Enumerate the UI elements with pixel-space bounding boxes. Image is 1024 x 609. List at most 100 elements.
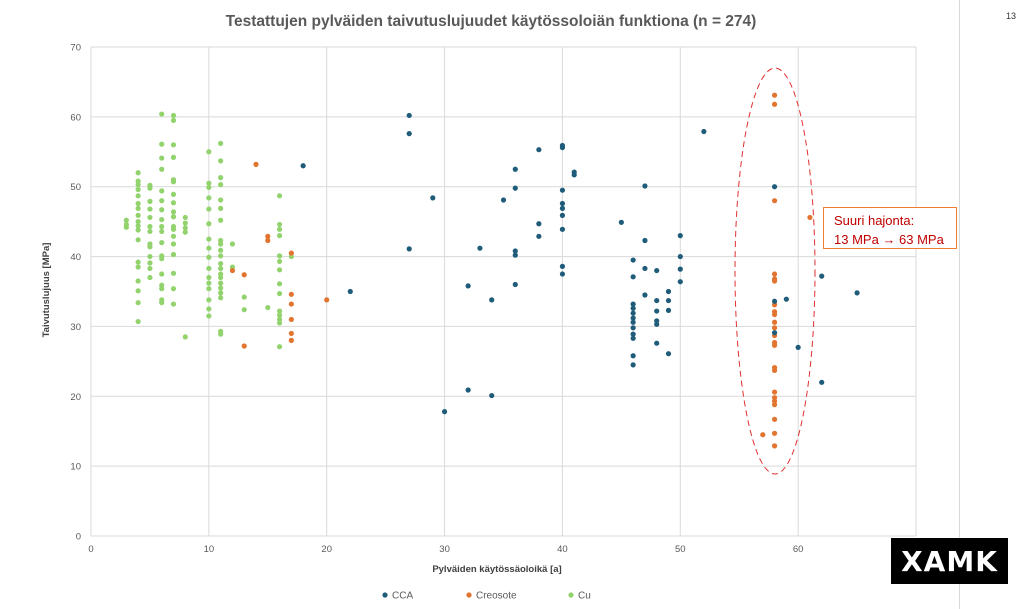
y-tick-label: 20	[70, 392, 81, 403]
point-cu	[206, 297, 212, 303]
point-cu	[276, 320, 283, 326]
point-creosote	[771, 198, 778, 204]
point-cu	[276, 281, 283, 287]
legend-marker-creosote	[466, 592, 472, 598]
point-cu	[170, 142, 177, 148]
point-creosote	[288, 301, 294, 307]
point-cu	[135, 219, 141, 225]
point-cu	[159, 286, 165, 292]
point-cu	[170, 209, 177, 215]
point-cu	[135, 193, 141, 199]
point-cca	[536, 233, 542, 239]
point-creosote	[771, 443, 778, 449]
point-cca	[630, 353, 636, 359]
legend-label-creosote: Creosote	[476, 591, 517, 602]
point-cu	[135, 200, 141, 207]
point-cu	[147, 214, 153, 221]
point-cca	[665, 307, 672, 313]
point-cca	[665, 297, 672, 304]
point-cca	[701, 128, 707, 135]
point-cu	[135, 186, 141, 193]
point-cca	[571, 172, 577, 178]
point-cca	[406, 246, 412, 252]
point-cu	[135, 170, 141, 176]
point-cca	[795, 344, 801, 350]
point-cca	[559, 200, 566, 207]
point-cu	[147, 260, 153, 266]
point-cca	[559, 144, 566, 151]
point-creosote	[771, 271, 778, 277]
point-creosote	[288, 337, 294, 343]
point-cu	[218, 175, 224, 181]
point-cca	[630, 305, 636, 311]
data-points	[123, 92, 860, 449]
point-cu	[276, 233, 283, 239]
point-cu	[182, 229, 188, 235]
point-cca	[654, 297, 660, 304]
point-cu	[147, 198, 153, 204]
point-cu	[170, 241, 177, 247]
point-cu	[206, 221, 212, 227]
point-cu	[182, 220, 188, 226]
point-cu	[147, 253, 153, 260]
point-cu	[170, 179, 177, 185]
annotation-line-1: Suuri hajonta:	[834, 213, 915, 228]
point-cu	[170, 301, 177, 307]
annotation-line-2: 13 MPa → 63 MPa	[834, 232, 944, 247]
point-cu	[218, 217, 224, 223]
point-cu	[206, 149, 212, 155]
point-cca	[771, 184, 778, 190]
point-cca	[441, 409, 448, 415]
legend-marker-cu	[568, 592, 574, 598]
y-axis-ticks: 0 10 20 30 40 50 60 70	[70, 43, 81, 543]
point-cu	[276, 253, 283, 259]
point-cca	[559, 212, 566, 218]
y-tick-label: 30	[70, 322, 81, 333]
point-cu	[135, 182, 141, 188]
point-cu	[206, 286, 212, 292]
point-cu	[218, 260, 224, 267]
point-cu	[159, 256, 165, 262]
x-axis-ticks: 0 10 20 30 40 50 60	[88, 544, 803, 555]
point-cca	[665, 288, 672, 295]
point-cu	[170, 191, 177, 197]
point-creosote	[229, 267, 236, 274]
point-cca	[630, 301, 636, 307]
point-cca	[512, 185, 518, 191]
point-cca	[430, 195, 436, 201]
point-cca	[406, 112, 412, 119]
point-cu	[170, 286, 177, 292]
point-cu	[159, 223, 165, 230]
point-cca	[771, 298, 778, 304]
point-cca	[489, 297, 495, 303]
legend-label-cu: Cu	[578, 591, 591, 602]
point-creosote	[771, 278, 778, 284]
point-cca	[819, 273, 825, 279]
legend: CCA Creosote Cu	[382, 591, 591, 602]
point-cca	[654, 321, 660, 327]
grid-lines	[90, 46, 917, 537]
point-cca	[642, 237, 648, 244]
point-cu	[206, 254, 212, 260]
point-cca	[630, 257, 636, 263]
point-cu	[147, 265, 153, 272]
point-creosote	[807, 214, 813, 221]
point-cu	[206, 195, 212, 201]
point-cu	[159, 141, 165, 147]
point-cca	[819, 379, 825, 385]
point-cu	[276, 308, 283, 314]
point-creosote	[771, 430, 778, 436]
point-cu	[159, 300, 165, 306]
point-cu	[135, 264, 141, 270]
point-cca	[536, 221, 542, 227]
point-creosote	[771, 319, 778, 325]
point-cca	[465, 387, 471, 393]
x-tick-label: 20	[321, 544, 332, 555]
point-cca	[665, 351, 672, 357]
point-cu	[206, 274, 212, 281]
point-cca	[465, 283, 471, 289]
point-creosote	[241, 343, 247, 349]
point-cu	[170, 251, 177, 258]
point-cu	[159, 228, 165, 235]
point-creosote	[265, 237, 271, 244]
